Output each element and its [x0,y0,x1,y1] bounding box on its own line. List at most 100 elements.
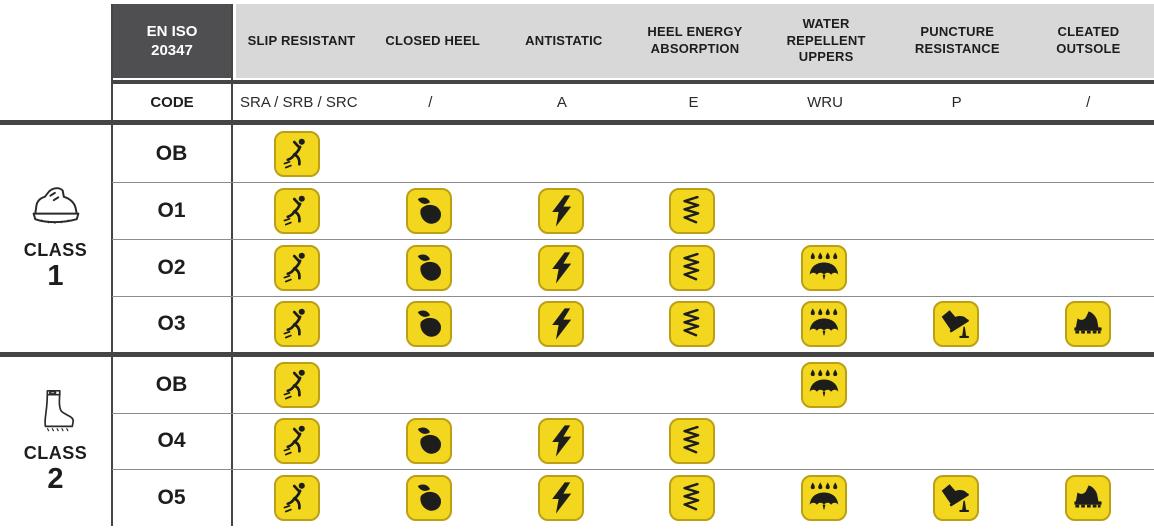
heel-energy-icon [669,474,716,521]
feature-cell [495,413,627,469]
feature-cell [627,413,759,469]
section-divider [0,120,1154,125]
row-code: O2 [157,255,186,279]
feature-cell [1022,469,1154,526]
feature-cell [758,182,890,239]
class-divider [0,352,1154,357]
row-code: O3 [157,312,186,335]
feature-cell [1022,182,1154,239]
feature-cell [1022,413,1154,469]
code-row: SRA / SRB / SRC / A E WRU P / [233,84,1154,120]
column-header-closed-heel: CLOSED HEEL [385,32,481,48]
closed-heel-icon [405,187,452,234]
closed-heel-icon [405,474,452,521]
code-value: A [556,93,567,111]
row-code: O1 [157,198,186,222]
feature-cell [231,239,363,296]
feature-cell [495,125,627,182]
feature-cell [231,413,363,469]
water-repellent-icon [801,301,848,347]
heel-energy-icon [669,244,716,291]
vertical-divider [231,4,233,526]
heel-energy-icon [669,187,716,234]
table-row: O5 [112,469,1154,526]
feature-cell [890,182,1022,239]
antistatic-icon [537,418,584,464]
feature-cell [758,125,890,182]
antistatic-icon [537,301,584,347]
slip-icon [273,301,320,347]
code-value: WRU [807,93,843,111]
class-label: CLASS [23,443,88,464]
feature-cell [363,413,495,469]
slip-icon [273,130,320,177]
code-value: / [1086,93,1091,111]
table-row: O4 [112,413,1154,470]
closed-heel-icon [405,301,452,347]
feature-cell [363,125,495,182]
feature-cell [627,469,759,526]
feature-cell [1022,296,1154,352]
header-divider [111,80,1154,84]
code-value: SRA / SRB / SRC [240,93,358,111]
feature-cell [363,182,495,239]
class-number: 2 [47,463,64,496]
feature-cell [231,469,363,526]
column-header-band: SLIP RESISTANT CLOSED HEEL ANTISTATIC HE… [236,4,1154,78]
cleated-icon [1065,474,1112,521]
water-repellent-icon [801,362,848,408]
antistatic-icon [537,244,584,291]
feature-cell [1022,239,1154,296]
feature-cell [363,357,495,413]
feature-cell [890,239,1022,296]
feature-cell [627,239,759,296]
slip-icon [273,187,320,234]
feature-cell [627,357,759,413]
feature-cell [627,296,759,352]
table-row: O2 [112,239,1154,297]
table-row: OB [112,357,1154,414]
feature-cell [758,296,890,352]
feature-cell [363,296,495,352]
feature-cell [890,296,1022,352]
feature-cell [495,239,627,296]
feature-cell [363,469,495,526]
work-shoe-icon [28,184,84,232]
class-number: 1 [47,260,64,293]
code-value: / [428,93,433,111]
feature-cell [890,413,1022,469]
slip-icon [273,418,320,464]
feature-cell [758,469,890,526]
closed-heel-icon [405,244,452,291]
rubber-boot-icon [28,387,84,435]
slip-icon [273,474,320,521]
closed-heel-icon [405,418,452,464]
feature-cell [758,357,890,413]
row-code: OB [155,141,188,165]
water-repellent-icon [801,244,848,291]
antistatic-icon [537,187,584,234]
feature-cell [890,125,1022,182]
class-1-cell: CLASS 1 [0,125,111,352]
class-label: CLASS [23,240,88,261]
feature-cell [758,413,890,469]
table-row: O1 [112,182,1154,240]
feature-cell [495,296,627,352]
vertical-divider [111,4,113,526]
code-value: E [688,93,699,111]
column-header-cleated: CLEATED OUTSOLE [1056,24,1121,56]
feature-cell [890,357,1022,413]
table-row: O3 [112,296,1154,352]
feature-cell [1022,125,1154,182]
cleated-icon [1065,301,1112,347]
feature-cell [495,182,627,239]
feature-cell [890,469,1022,526]
table-row: OB [112,125,1154,183]
row-code: O4 [157,429,186,452]
standard-title: EN ISO 20347 [111,4,233,78]
column-header-antistatic: ANTISTATIC [525,32,603,48]
class-2-cell: CLASS 2 [0,357,111,526]
heel-energy-icon [669,418,716,464]
row-code: OB [155,373,188,396]
